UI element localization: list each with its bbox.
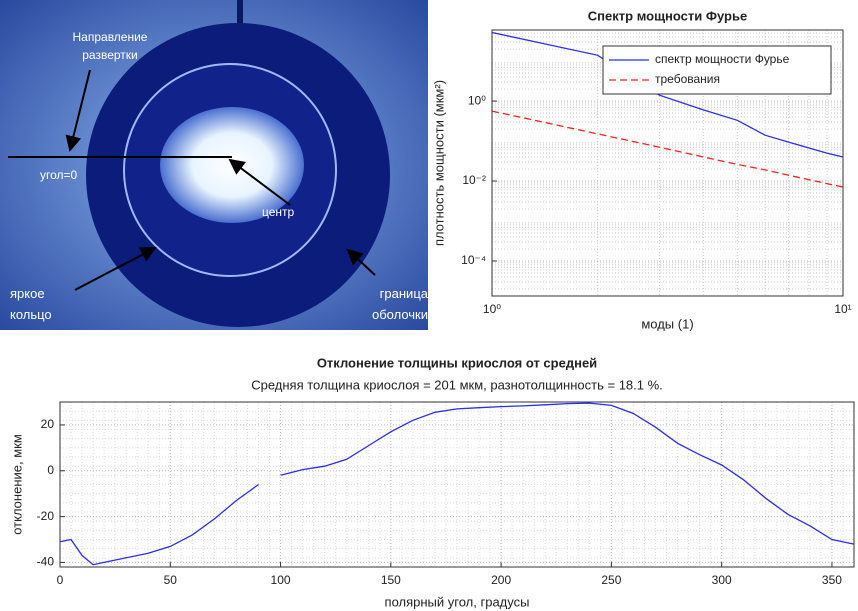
chart-title: Спектр мощности Фурье [588,8,747,23]
x-tick-label: 10¹ [834,302,851,316]
chart-title: Отклонение толщины криослоя от средней [317,355,597,370]
x-tick-label: 10⁰ [483,302,501,316]
legend-box [602,45,832,95]
x-tick-label: 200 [491,573,511,587]
y-tick-label: -20 [37,509,55,523]
y-tick-label: 10⁻² [462,173,486,187]
axes-box [59,401,855,568]
arrow [65,69,91,152]
x-axis-label: моды (1) [641,316,693,331]
photo-label: центр [262,205,295,219]
x-tick-label: 50 [164,573,178,587]
x-tick-label: 250 [601,573,621,587]
legend-label: спектр мощности Фурье [655,52,790,66]
series-line [59,402,855,566]
label-box: угол=0 [40,168,78,182]
label-box: граница оболочки [371,286,428,322]
y-tick-label: 10⁰ [468,93,486,107]
x-tick-label: 350 [822,573,842,587]
label-box: центр [262,205,295,219]
label-box: яркое кольцо [10,286,52,322]
axes-box [491,29,844,297]
y-tick-label: 0 [47,463,54,477]
x-tick-label: 150 [381,573,401,587]
y-axis-label: отклонение, мкм [9,434,24,535]
photo-label: яркое кольцо [10,286,52,322]
chart-subtitle: Средняя толщина криослоя = 201 мкм, разн… [251,377,663,392]
x-tick-label: 100 [271,573,291,587]
x-tick-label: 300 [712,573,732,587]
y-tick-label: -40 [37,555,55,569]
series-line [491,110,844,188]
photo-label: граница оболочки [371,286,428,322]
arrow [346,248,376,276]
y-tick-label: 10⁻⁴ [461,253,486,267]
arrow [228,158,291,206]
photo-label: Направление развертки [72,30,148,62]
x-tick-label: 0 [57,573,64,587]
arrow [74,247,157,291]
legend-label: требования [655,72,720,86]
y-axis-label: плотность мощности (мкм²) [431,80,446,246]
x-axis-label: полярный угол, градусы [385,594,530,609]
y-tick-label: 20 [41,417,55,431]
photo: Направление развертки угол=0 центр яркое… [0,0,428,330]
label-box: Направление развертки [72,30,148,62]
photo-label: угол=0 [40,168,78,182]
